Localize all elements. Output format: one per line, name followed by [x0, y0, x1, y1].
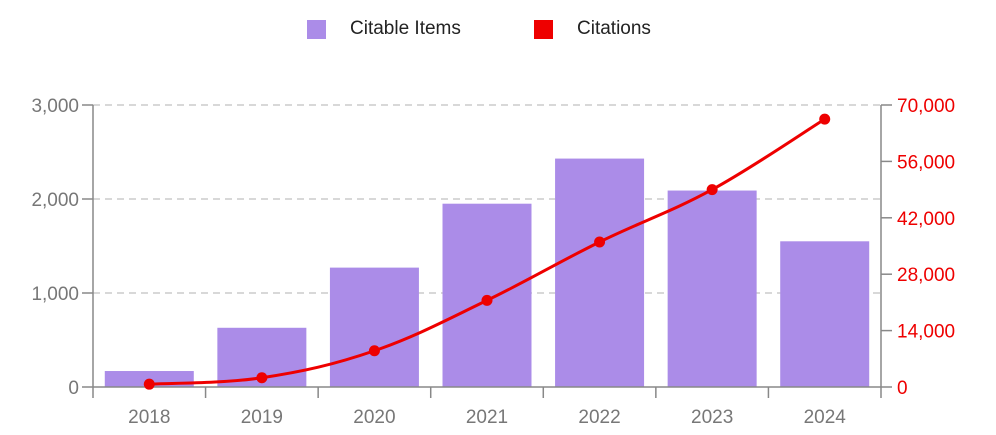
- legend-item-citations[interactable]: Citations: [534, 18, 651, 40]
- point-citations: [143, 378, 155, 390]
- x-tick-label: 2020: [353, 407, 395, 428]
- x-tick-label: 2024: [804, 407, 847, 428]
- y-right-tick-label: 42,000: [897, 209, 955, 230]
- legend-swatch-citations: [534, 19, 553, 39]
- y-left-tick-label: 2,000: [31, 190, 79, 211]
- point-citations: [706, 184, 718, 196]
- y-right-tick-label: 70,000: [897, 96, 955, 117]
- legend: Citable Items Citations: [0, 18, 996, 48]
- y-right-tick-label: 14,000: [897, 322, 955, 343]
- legend-item-citable-items[interactable]: Citable Items: [307, 18, 461, 40]
- y-right-tick-label: 0: [897, 378, 908, 399]
- point-citations: [594, 236, 606, 248]
- x-tick-label: 2018: [128, 407, 170, 428]
- point-citations: [256, 372, 268, 384]
- y-left-tick-label: 1,000: [31, 284, 79, 305]
- point-citations: [481, 294, 493, 306]
- legend-label-citations: Citations: [577, 18, 651, 39]
- bar-citable-items: [555, 158, 645, 387]
- y-right-tick-label: 28,000: [897, 265, 955, 286]
- bar-citable-items: [667, 190, 757, 387]
- y-right-tick-label: 56,000: [897, 152, 955, 173]
- legend-label-citable-items: Citable Items: [350, 18, 461, 39]
- point-citations: [368, 345, 380, 357]
- x-tick-label: 2019: [241, 407, 283, 428]
- bar-citable-items: [329, 267, 419, 387]
- y-left-tick-label: 3,000: [31, 96, 79, 117]
- y-left-tick-label: 0: [68, 378, 79, 399]
- point-citations: [819, 113, 831, 125]
- x-tick-label: 2023: [691, 407, 733, 428]
- x-tick-label: 2021: [466, 407, 508, 428]
- x-tick-label: 2022: [578, 407, 620, 428]
- legend-swatch-citable-items: [307, 19, 326, 39]
- bar-citable-items: [780, 241, 870, 387]
